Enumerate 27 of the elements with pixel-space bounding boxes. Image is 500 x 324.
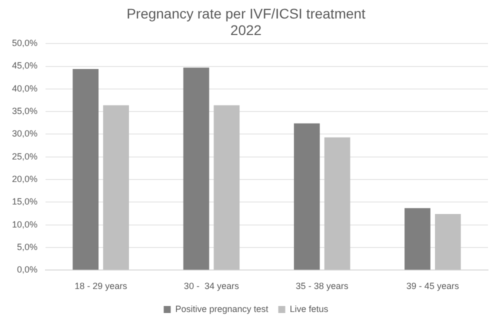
y-tick-label: 10,0% <box>12 219 38 230</box>
bar <box>72 68 99 270</box>
y-tick-label: 25,0% <box>12 151 38 162</box>
legend-label: Live fetus <box>290 304 329 314</box>
y-tick-label: 20,0% <box>12 174 38 184</box>
legend-label: Positive pregnancy test <box>175 304 269 314</box>
bar <box>324 137 350 270</box>
chart-title: Pregnancy rate per IVF/ICSI treatment <box>126 5 366 22</box>
y-tick-label: 5,0% <box>17 242 38 252</box>
x-tick-label: 35 - 38 years <box>296 281 349 292</box>
y-tick-label: 30,0% <box>12 128 38 139</box>
y-tick-label: 15,0% <box>12 196 38 207</box>
bar <box>183 68 210 270</box>
x-tick-label: 18 - 29 years <box>74 281 128 292</box>
x-tick-label: 30 - 34 years <box>184 281 240 292</box>
chart-subtitle: 2022 <box>230 22 262 38</box>
x-tick-label: 39 - 45 years <box>406 281 460 292</box>
bar <box>294 123 320 270</box>
y-tick-label: 35,0% <box>12 106 38 116</box>
y-tick-label: 45,0% <box>12 60 38 71</box>
y-tick-label: 0,0% <box>17 264 38 275</box>
bar <box>214 105 240 270</box>
y-tick-label: 40,0% <box>12 83 38 94</box>
bar <box>404 208 430 270</box>
bar <box>103 105 129 270</box>
y-tick-label: 50,0% <box>12 38 38 48</box>
bar <box>434 214 461 270</box>
